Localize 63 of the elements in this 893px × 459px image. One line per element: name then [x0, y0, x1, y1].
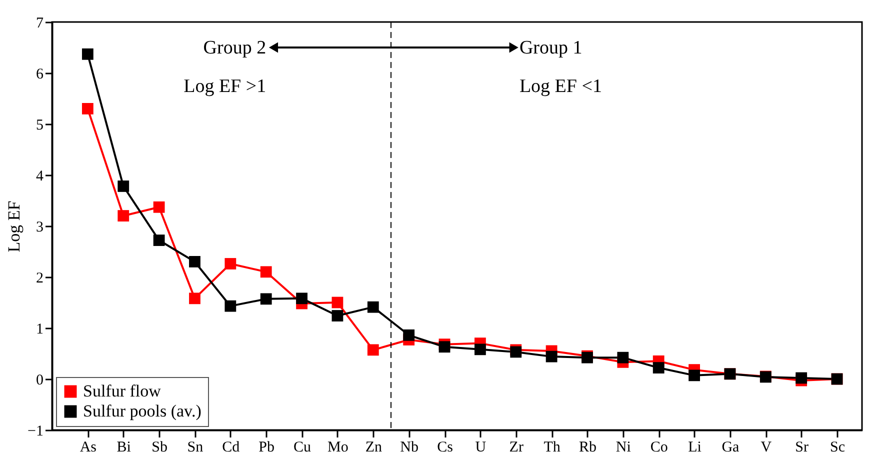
point	[367, 301, 379, 313]
x-tick-label: Cd	[222, 440, 240, 456]
point	[367, 344, 379, 356]
point	[189, 292, 200, 304]
x-tick-label: Nb	[400, 440, 418, 456]
point	[438, 341, 450, 353]
legend-label: Sulfur flow	[83, 382, 162, 400]
point	[474, 344, 486, 356]
point	[189, 256, 200, 268]
annotation: Log EF <1	[519, 76, 602, 97]
y-tick-label: 5	[36, 118, 44, 134]
point	[332, 310, 344, 322]
point	[403, 329, 415, 341]
point	[652, 362, 664, 374]
y-tick-label: 2	[36, 270, 44, 286]
legend-label: Sulfur pools (av.)	[83, 402, 202, 420]
x-tick-label: Ga	[722, 440, 740, 456]
x-tick-label: Ni	[616, 440, 631, 456]
x-tick-label: Sc	[830, 440, 846, 456]
point	[617, 352, 629, 364]
x-tick-label: Zr	[509, 440, 524, 456]
x-tick-label: Pb	[258, 440, 275, 456]
x-tick-label: Sn	[187, 440, 204, 456]
x-tick-label: Mo	[328, 440, 348, 456]
x-tick-label: Cu	[294, 440, 312, 456]
x-tick-label: Li	[688, 440, 702, 456]
x-tick-label: Sb	[152, 440, 168, 456]
y-tick-label: −1	[28, 424, 44, 440]
point	[118, 210, 130, 222]
y-tick-label: 3	[36, 220, 44, 236]
x-tick-label: Sr	[795, 440, 809, 456]
x-tick-label: Th	[544, 440, 561, 456]
x-tick-label: U	[475, 440, 486, 456]
point	[296, 292, 308, 304]
point	[546, 350, 558, 362]
x-tick-label: Co	[650, 440, 668, 456]
point	[260, 266, 272, 278]
point	[118, 180, 130, 192]
point	[796, 372, 808, 384]
x-tick-label: Bi	[116, 440, 131, 456]
y-tick-label: 0	[36, 372, 44, 388]
annotation: Group 2	[203, 38, 266, 58]
y-tick-label: 6	[36, 66, 44, 82]
point	[688, 370, 700, 382]
y-tick-label: 1	[36, 322, 44, 338]
point	[153, 201, 165, 213]
point	[82, 103, 94, 114]
point	[153, 234, 165, 246]
x-tick-label: As	[80, 440, 97, 456]
x-tick-label: Rb	[578, 440, 596, 456]
point	[332, 296, 344, 308]
annotation: Log EF >1	[184, 76, 266, 97]
point	[260, 293, 272, 305]
point	[82, 48, 94, 60]
annotation: Group 1	[519, 38, 582, 58]
x-tick-label: Zn	[365, 440, 382, 456]
point	[224, 258, 236, 270]
x-tick-label: V	[760, 440, 772, 456]
x-tick-label: Cs	[437, 440, 454, 456]
point	[224, 300, 236, 312]
y-tick-label: 7	[36, 16, 44, 32]
y-axis-title: Log EF	[4, 200, 24, 252]
y-tick-label: 4	[36, 168, 44, 184]
